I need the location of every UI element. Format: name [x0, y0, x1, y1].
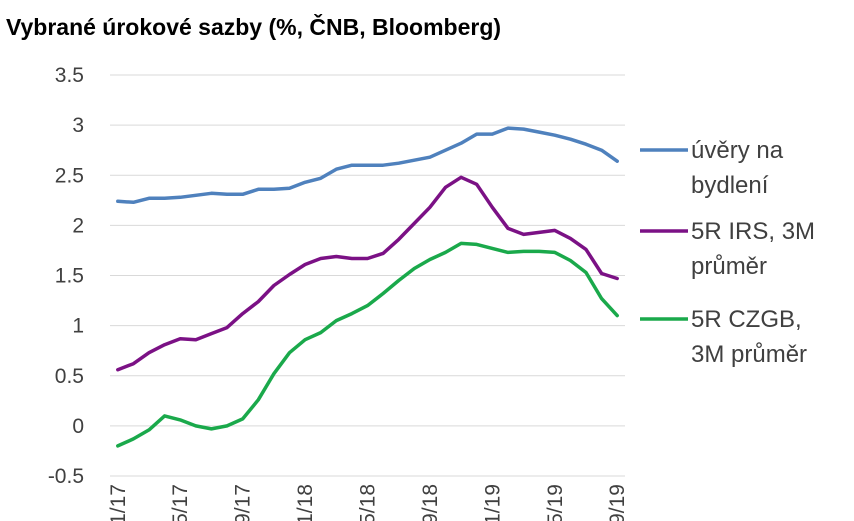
y-tick-label: 2	[72, 214, 84, 237]
y-tick-label: 0	[72, 415, 84, 438]
series-line-0	[116, 126, 619, 205]
series-line-1	[116, 175, 619, 372]
y-tick-label: 2.5	[55, 164, 84, 187]
legend-label: 3M průměr	[691, 341, 807, 368]
legend-label: 5R IRS, 3M	[691, 218, 815, 245]
y-tick-label: 1.5	[55, 265, 84, 288]
x-tick-label: 9/17	[232, 484, 255, 521]
chart-title: Vybrané úrokové sazby (%, ČNB, Bloomberg…	[6, 14, 502, 40]
x-tick-label: 1/18	[294, 484, 317, 521]
y-tick-label: 1	[72, 315, 84, 338]
x-tick-label: 5/19	[544, 484, 567, 521]
y-axis-ticks: 3.5 3 2.5 2 1.5 1 0.5 0 -0.5	[48, 64, 84, 488]
x-tick-label: 9/19	[606, 484, 629, 521]
series-lines	[116, 126, 619, 448]
legend-label: úvěry na	[691, 137, 784, 164]
series-line-2	[116, 241, 619, 448]
y-tick-label: 3	[72, 114, 84, 137]
y-tick-label: 3.5	[55, 64, 84, 87]
legend-label: průměr	[691, 253, 767, 280]
x-tick-label: 5/17	[169, 484, 192, 521]
x-axis-ticks: 1/17 5/17 9/17 1/18 5/18 9/18 1/19 5/19 9/19	[107, 484, 629, 521]
legend: úvěry na bydlení 5R IRS, 3M průměr 5R CZGB, 3…	[640, 137, 815, 368]
legend-label: bydlení	[691, 172, 769, 199]
y-tick-label: 0.5	[55, 365, 84, 388]
legend-label: 5R CZGB,	[691, 306, 802, 333]
x-tick-label: 5/18	[357, 484, 380, 521]
x-tick-label: 9/18	[419, 484, 442, 521]
y-tick-label: -0.5	[48, 465, 84, 488]
x-tick-label: 1/17	[107, 484, 130, 521]
x-tick-label: 1/19	[481, 484, 504, 521]
